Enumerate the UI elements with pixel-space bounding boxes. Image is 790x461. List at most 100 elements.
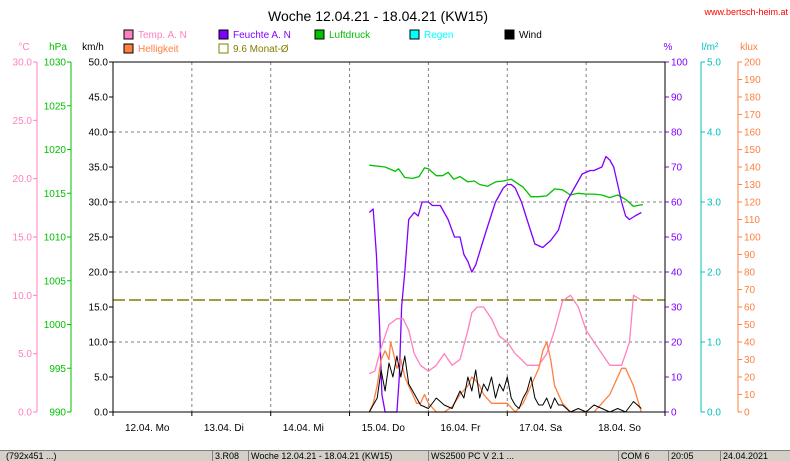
percent-unit-label: % bbox=[664, 42, 673, 53]
percent-tick-label: 90 bbox=[671, 93, 683, 104]
x-tick-label: 17.04. Sa bbox=[519, 423, 562, 434]
hpa-tick-label: 1030 bbox=[44, 58, 67, 69]
grid bbox=[113, 62, 665, 412]
weather-chart: Woche 12.04.21 - 18.04.21 (KW15) www.ber… bbox=[13, 7, 789, 435]
x-tick-label: 16.04. Fr bbox=[440, 423, 481, 434]
legend-label: Temp. A. N bbox=[138, 30, 187, 41]
hpa-tick-label: 990 bbox=[49, 408, 66, 419]
legend-swatch bbox=[218, 43, 229, 54]
plot-frame bbox=[112, 61, 666, 413]
percent-tick-label: 20 bbox=[671, 338, 683, 349]
legend-label: Helligkeit bbox=[138, 44, 179, 55]
kmh-tick-label: 25.0 bbox=[89, 233, 109, 244]
celsius-tick-label: 10.0 bbox=[13, 291, 33, 302]
klux-tick-label: 60 bbox=[744, 303, 756, 314]
legend-swatch bbox=[123, 43, 134, 54]
klux-tick-label: 120 bbox=[744, 198, 761, 209]
klux-tick-label: 100 bbox=[744, 233, 761, 244]
hpa-unit-label: hPa bbox=[49, 42, 67, 53]
series-luftdruck-line bbox=[369, 164, 644, 208]
x-tick-label: 12.04. Mo bbox=[125, 423, 170, 434]
celsius-tick-label: 5.0 bbox=[18, 349, 32, 360]
kmh-tick-label: 30.0 bbox=[89, 198, 109, 209]
kmh-tick-label: 5.0 bbox=[94, 373, 108, 384]
lm2-tick-label: 5.0 bbox=[707, 58, 721, 69]
status-date: 24.04.2021 bbox=[720, 451, 768, 461]
status-station: WS2500 PC V 2.1 ... bbox=[428, 451, 514, 461]
percent-tick-label: 50 bbox=[671, 233, 683, 244]
percent-tick-label: 0 bbox=[671, 408, 677, 419]
lm2-unit-label: l/m² bbox=[702, 42, 719, 53]
kmh-tick-label: 35.0 bbox=[89, 163, 109, 174]
percent-tick-label: 100 bbox=[671, 58, 688, 69]
celsius-tick-label: 20.0 bbox=[13, 174, 33, 185]
klux-tick-label: 190 bbox=[744, 75, 761, 86]
percent-tick-label: 40 bbox=[671, 268, 683, 279]
lm2-tick-label: 4.0 bbox=[707, 128, 721, 139]
status-week: Woche 12.04.21 - 18.04.21 (KW15) bbox=[248, 451, 392, 461]
percent-tick-label: 10 bbox=[671, 373, 683, 384]
status-dims: (792x451 ...) bbox=[6, 451, 57, 461]
legend-swatch bbox=[504, 29, 515, 40]
klux-tick-label: 90 bbox=[744, 250, 756, 261]
klux-tick-label: 200 bbox=[744, 58, 761, 69]
legend-label: Regen bbox=[424, 30, 453, 41]
kmh-tick-label: 50.0 bbox=[89, 58, 109, 69]
lm2-tick-label: 1.0 bbox=[707, 338, 721, 349]
lm2-tick-label: 2.0 bbox=[707, 268, 721, 279]
x-tick-label: 14.04. Mi bbox=[283, 423, 324, 434]
klux-tick-label: 40 bbox=[744, 338, 756, 349]
kmh-tick-label: 20.0 bbox=[89, 268, 109, 279]
legend-swatch bbox=[314, 29, 325, 40]
kmh-unit-label: km/h bbox=[82, 42, 104, 53]
hpa-tick-label: 1010 bbox=[44, 233, 67, 244]
klux-tick-label: 110 bbox=[744, 215, 760, 226]
axis-unit-labels: °C hPa km/h% l/m² klux bbox=[18, 42, 758, 53]
klux-tick-label: 140 bbox=[744, 163, 761, 174]
klux-tick-label: 20 bbox=[744, 373, 756, 384]
series-group bbox=[113, 155, 665, 413]
klux-tick-label: 80 bbox=[744, 268, 756, 279]
klux-tick-label: 160 bbox=[744, 128, 761, 139]
celsius-tick-label: 15.0 bbox=[13, 233, 33, 244]
lm2-tick-label: 3.0 bbox=[707, 198, 721, 209]
celsius-tick-label: 25.0 bbox=[13, 116, 33, 127]
kmh-tick-label: 45.0 bbox=[89, 93, 109, 104]
kmh-tick-label: 0.0 bbox=[94, 408, 108, 419]
status-port: COM 6 bbox=[618, 451, 650, 461]
legend-label: Wind bbox=[519, 30, 542, 41]
klux-tick-label: 0 bbox=[744, 408, 750, 419]
x-tick-label: 15.04. Do bbox=[362, 423, 406, 434]
hpa-tick-label: 1000 bbox=[44, 320, 67, 331]
kmh-tick-label: 10.0 bbox=[89, 338, 109, 349]
klux-unit-label: klux bbox=[740, 42, 758, 53]
klux-tick-label: 150 bbox=[744, 145, 761, 156]
klux-tick-label: 30 bbox=[744, 355, 756, 366]
lm2-tick-label: 0.0 bbox=[707, 408, 721, 419]
klux-tick-label: 130 bbox=[744, 180, 761, 191]
legend-label: 9.6 Monat-Ø bbox=[233, 44, 289, 55]
legend: Temp. A. N Feuchte A. N Luftdruck Regen Wind… bbox=[123, 29, 542, 55]
hpa-tick-label: 995 bbox=[49, 364, 66, 375]
legend-label: Feuchte A. N bbox=[233, 30, 291, 41]
klux-tick-label: 170 bbox=[744, 110, 761, 121]
celsius-unit-label: °C bbox=[18, 42, 29, 53]
legend-swatch bbox=[409, 29, 420, 40]
x-tick-label: 13.04. Di bbox=[204, 423, 244, 434]
axis-ticks: 0.05.010.015.020.025.030.099099510001005… bbox=[13, 58, 762, 435]
percent-tick-label: 80 bbox=[671, 128, 683, 139]
klux-tick-label: 180 bbox=[744, 93, 761, 104]
hpa-tick-label: 1015 bbox=[44, 189, 67, 200]
status-bar: (792x451 ...) 3.R08 Woche 12.04.21 - 18.… bbox=[0, 450, 790, 461]
percent-tick-label: 30 bbox=[671, 303, 683, 314]
hpa-tick-label: 1020 bbox=[44, 145, 67, 156]
hpa-tick-label: 1025 bbox=[44, 101, 67, 112]
klux-tick-label: 50 bbox=[744, 320, 756, 331]
series-temp-a-n-line bbox=[369, 294, 642, 375]
status-time: 20:05 bbox=[668, 451, 694, 461]
chart-title: Woche 12.04.21 - 18.04.21 (KW15) bbox=[268, 8, 488, 24]
celsius-tick-label: 30.0 bbox=[13, 58, 33, 69]
status-code: 3.R08 bbox=[212, 451, 239, 461]
kmh-tick-label: 15.0 bbox=[89, 303, 109, 314]
legend-label: Luftdruck bbox=[329, 30, 371, 41]
